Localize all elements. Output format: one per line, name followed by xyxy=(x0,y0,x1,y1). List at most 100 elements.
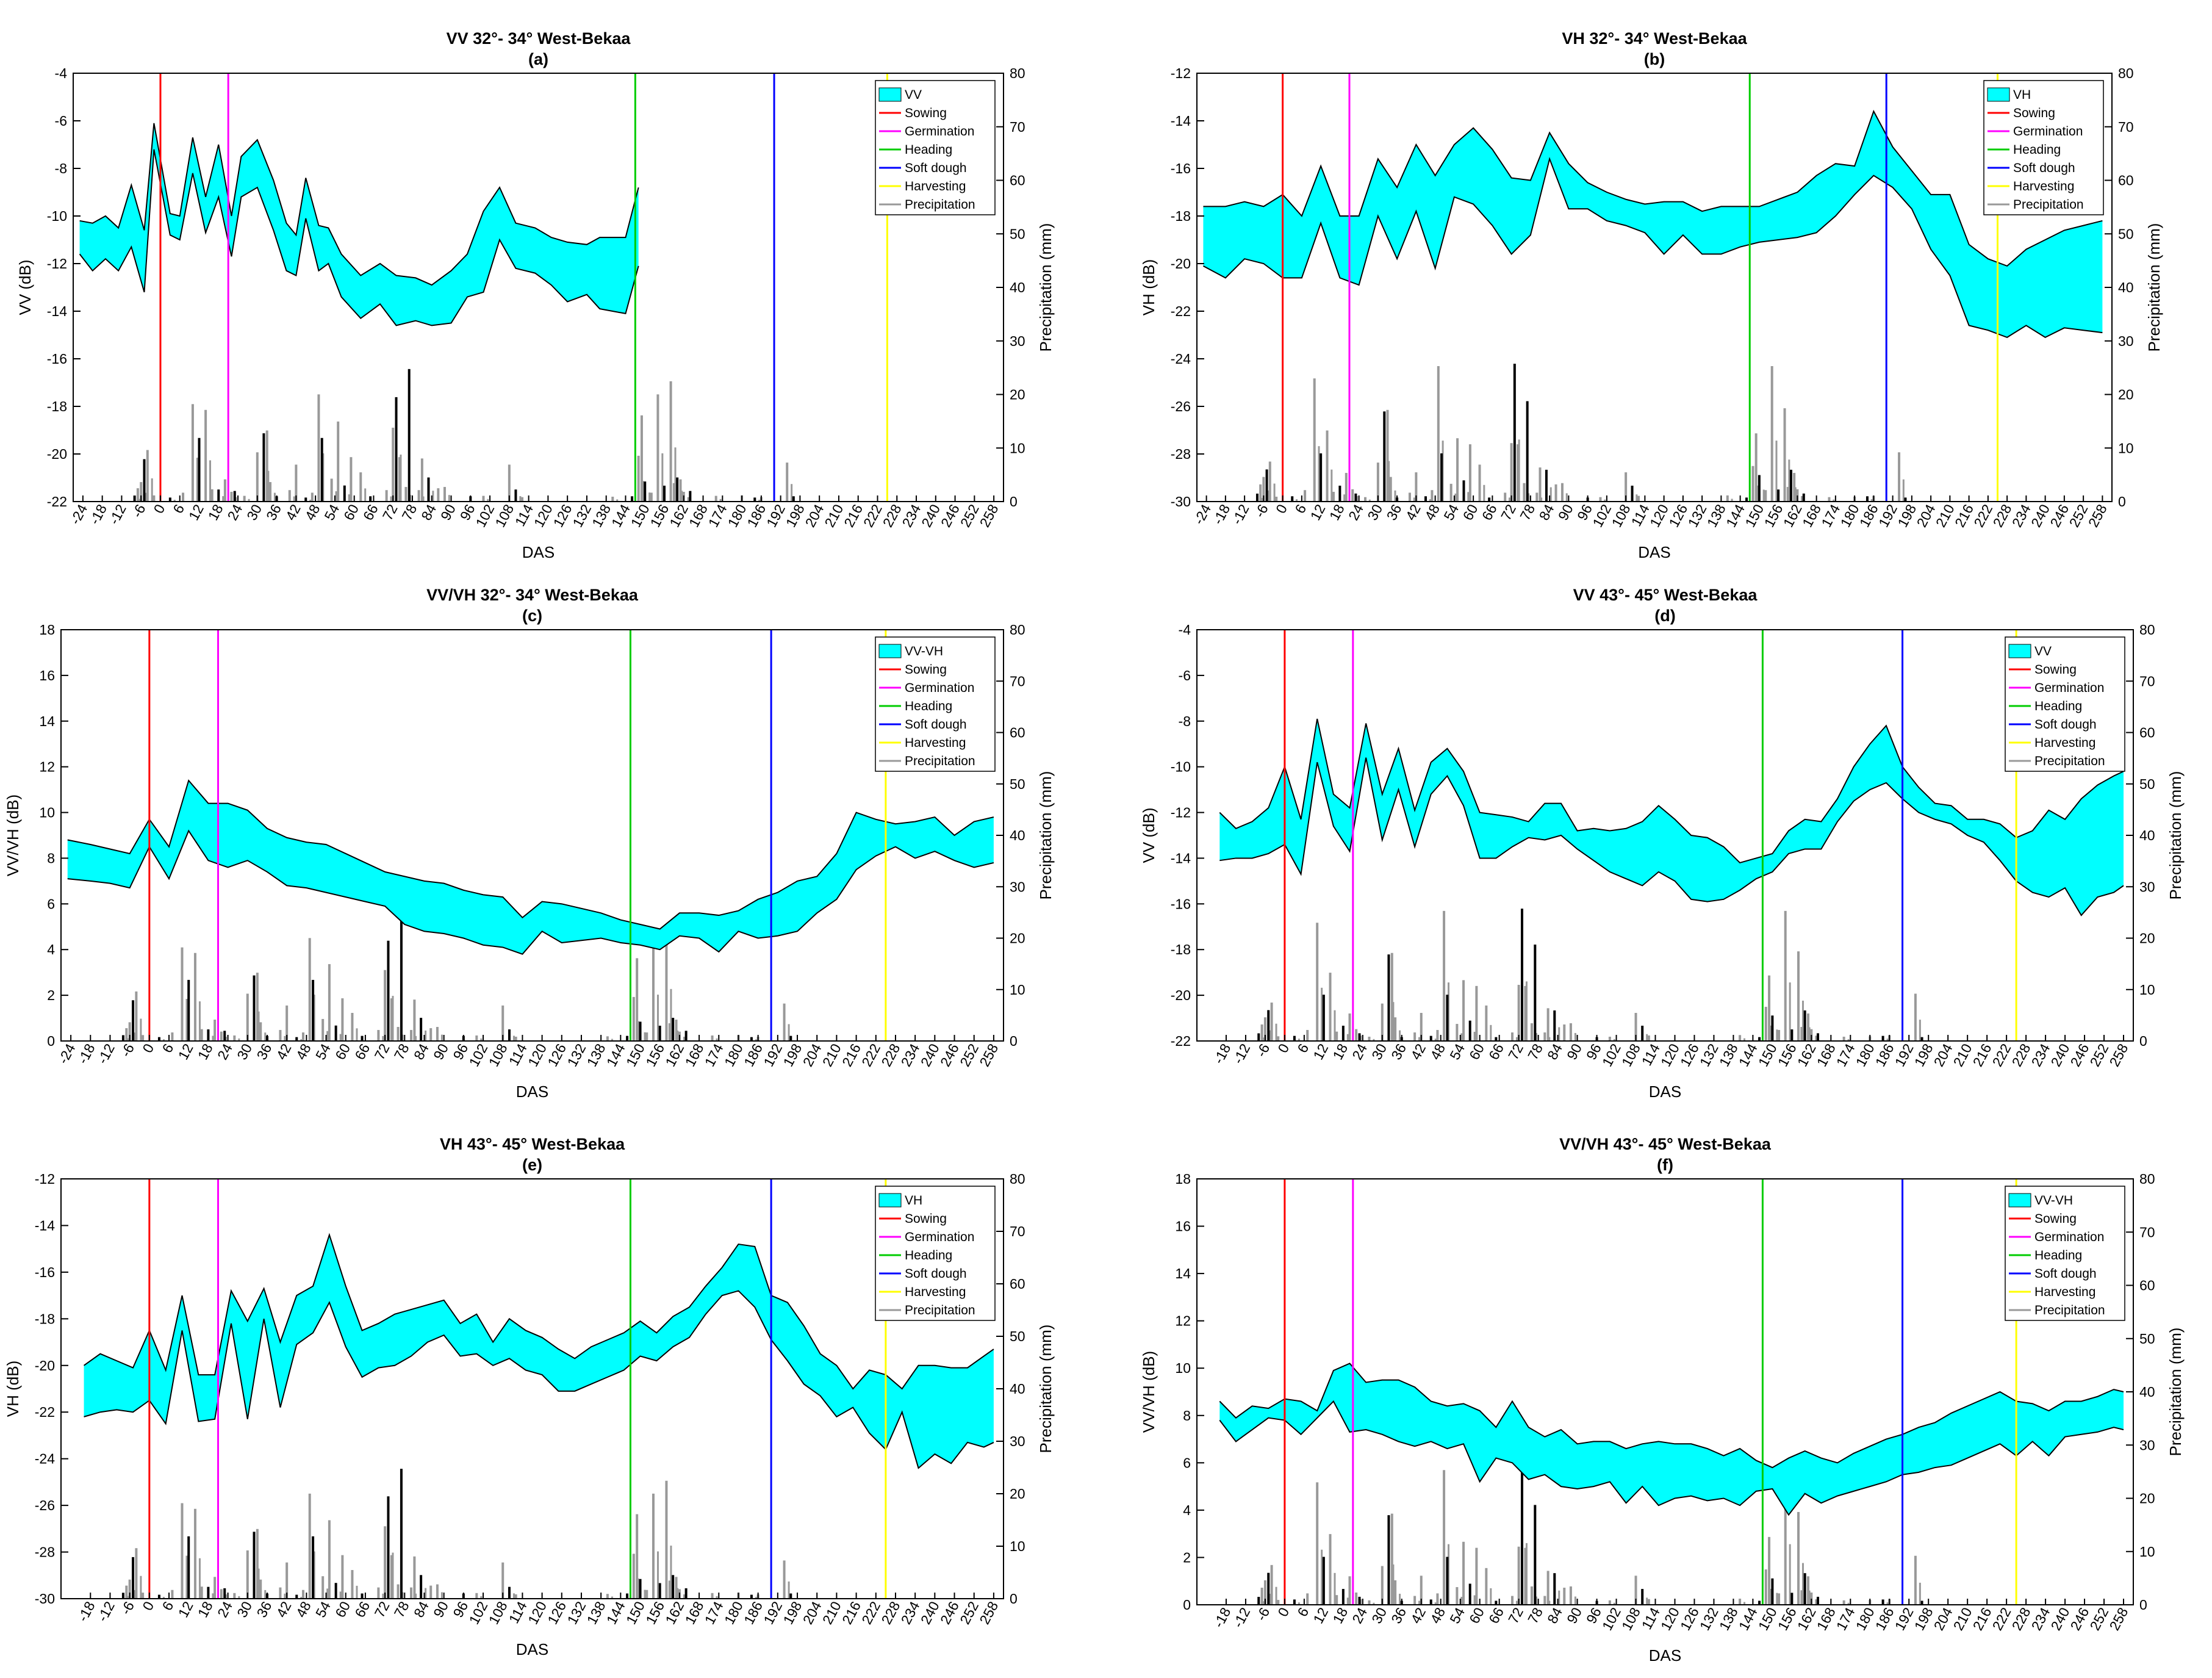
precipitation-bar xyxy=(265,430,268,502)
x-tick-label: 126 xyxy=(544,1599,569,1627)
x-tick-label: 24 xyxy=(224,502,245,523)
precipitation-bar xyxy=(670,1546,672,1599)
y-tick-label: -6 xyxy=(55,113,67,129)
x-tick-label: 90 xyxy=(437,502,459,523)
y2-tick-label: 20 xyxy=(1010,931,1025,946)
x-tick-label: 228 xyxy=(878,1599,903,1627)
y2-tick-label: 10 xyxy=(2118,440,2134,456)
y2-tick-label: 80 xyxy=(2139,1171,2155,1187)
y2-tick-label: 80 xyxy=(2118,65,2134,81)
precipitation-bar xyxy=(429,1028,433,1041)
legend-label: Sowing xyxy=(905,663,947,677)
precipitation-bar xyxy=(1304,490,1307,502)
precipitation-bar xyxy=(420,1018,423,1041)
precipitation-bar xyxy=(1456,1024,1459,1041)
precipitation-bar xyxy=(191,404,194,502)
x-tick-label: 162 xyxy=(1780,502,1805,530)
x-tick-label: 48 xyxy=(1421,502,1443,523)
precipitation-bar xyxy=(672,1018,675,1041)
precipitation-bar xyxy=(1546,1571,1549,1605)
x-tick-label: 258 xyxy=(2106,1605,2131,1633)
x-tick-label: 90 xyxy=(430,1041,451,1062)
precipitation-bar xyxy=(128,1022,131,1041)
x-tick-label: 84 xyxy=(418,502,439,523)
legend-label: VV xyxy=(905,88,922,102)
precipitation-bar xyxy=(663,485,666,502)
precipitation-bar xyxy=(1485,1568,1488,1605)
precipitation-bar xyxy=(1546,1008,1549,1041)
precipitation-bar xyxy=(1778,1593,1781,1605)
precipitation-bar xyxy=(384,970,387,1041)
precipitation-bar xyxy=(755,1039,757,1041)
legend-label: Precipitation xyxy=(2034,754,2105,768)
y-tick-label: 10 xyxy=(1175,1360,1191,1376)
precipitation-bar xyxy=(253,1532,256,1599)
y2-tick-label: 40 xyxy=(1010,827,1025,843)
precipitation-bar xyxy=(1520,1467,1523,1605)
precipitation-bar xyxy=(1348,1013,1351,1041)
x-tick-label: 30 xyxy=(1368,1605,1390,1626)
legend-label: Germination xyxy=(905,124,974,139)
x-tick-label: 204 xyxy=(800,1599,825,1627)
precipitation-bar xyxy=(1316,1482,1319,1605)
legend-label: Precipitation xyxy=(905,754,975,768)
x-tick-label: 210 xyxy=(1950,1605,1975,1633)
precipitation-bar xyxy=(395,397,398,502)
y-tick-label: -12 xyxy=(47,256,67,272)
x-tick-label: 54 xyxy=(312,1599,334,1620)
x-tick-label: 156 xyxy=(647,502,672,530)
precipitation-bar xyxy=(1817,1033,1820,1041)
x-tick-label: 132 xyxy=(1697,1605,1722,1633)
series-band xyxy=(79,123,639,326)
precipitation-bar xyxy=(1420,1575,1423,1605)
x-tick-label: 12 xyxy=(1307,502,1329,523)
precipitation-bar xyxy=(1807,1013,1810,1041)
y-tick-label: -20 xyxy=(47,446,67,462)
precipitation-bar xyxy=(1510,1596,1514,1605)
precipitation-bar xyxy=(437,488,440,502)
y2-tick-label: 20 xyxy=(2139,1491,2155,1507)
y2-tick-label: 70 xyxy=(1010,673,1025,689)
precipitation-bar xyxy=(1413,1032,1417,1041)
x-tick-label: 168 xyxy=(1814,1041,1839,1069)
x-tick-label: 66 xyxy=(360,502,381,523)
precipitation-bar xyxy=(1413,497,1415,502)
x-tick-label: 258 xyxy=(976,1041,1001,1069)
precipitation-bar xyxy=(1260,1024,1263,1041)
y-tick-label: -12 xyxy=(35,1171,55,1187)
legend: VV-VH Sowing Germination Heading Soft dough H… xyxy=(875,636,996,772)
x-tick-label: 222 xyxy=(1989,1041,2014,1069)
precipitation-bar xyxy=(397,1584,400,1599)
precipitation-bar xyxy=(1801,1000,1804,1041)
x-tick-label: 246 xyxy=(938,502,963,530)
x-tick-label: 210 xyxy=(821,502,846,530)
precipitation-bar xyxy=(140,482,143,502)
x-tick-label: 24 xyxy=(214,1041,235,1062)
precipitation-bar xyxy=(1456,1587,1459,1605)
precipitation-bar xyxy=(1442,441,1444,502)
precipitation-bar xyxy=(1549,487,1552,502)
precipitation-bar xyxy=(1473,1031,1476,1041)
y2-tick-label: 60 xyxy=(2139,725,2155,741)
precipitation-bar xyxy=(1520,909,1523,1041)
x-tick-label: 180 xyxy=(1853,1041,1878,1069)
x-tick-label: 228 xyxy=(2009,1041,2034,1069)
y2-tick-label: 60 xyxy=(1010,1276,1025,1292)
y-tick-label: 4 xyxy=(1183,1502,1191,1518)
x-tick-label: -18 xyxy=(74,1599,98,1624)
x-tick-label: 240 xyxy=(917,1599,943,1627)
x-tick-label: 18 xyxy=(1329,1041,1351,1062)
precipitation-bar xyxy=(1771,1578,1774,1605)
precipitation-bar xyxy=(1306,1029,1309,1041)
x-tick-label: 48 xyxy=(1427,1605,1448,1626)
precipitation-bar xyxy=(1434,1602,1437,1605)
precipitation-bar xyxy=(1800,1590,1803,1605)
precipitation-bar xyxy=(684,1588,688,1599)
precipitation-bar xyxy=(1415,472,1418,502)
y-tick-label: -28 xyxy=(35,1544,55,1560)
x-tick-label: 162 xyxy=(662,1041,687,1069)
x-tick-label: 126 xyxy=(1665,502,1690,530)
precipitation-bar xyxy=(1847,1039,1850,1041)
x-tick-label: 138 xyxy=(584,1599,609,1627)
x-tick-label: 258 xyxy=(976,1599,1001,1627)
